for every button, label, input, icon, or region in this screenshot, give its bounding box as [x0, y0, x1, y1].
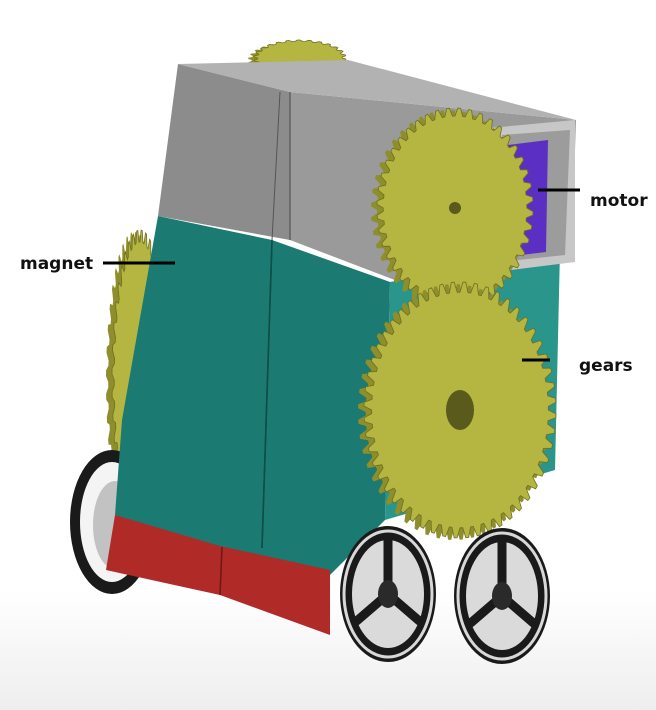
front-left-wheel — [340, 526, 436, 662]
red-base — [106, 515, 330, 635]
gears-label: gears — [569, 350, 643, 382]
lower-gear — [358, 281, 557, 540]
motor-label: motor — [580, 185, 656, 217]
magnet-label: magnet — [10, 248, 104, 280]
upper-gear — [371, 107, 534, 310]
front-right-wheel — [454, 528, 550, 664]
